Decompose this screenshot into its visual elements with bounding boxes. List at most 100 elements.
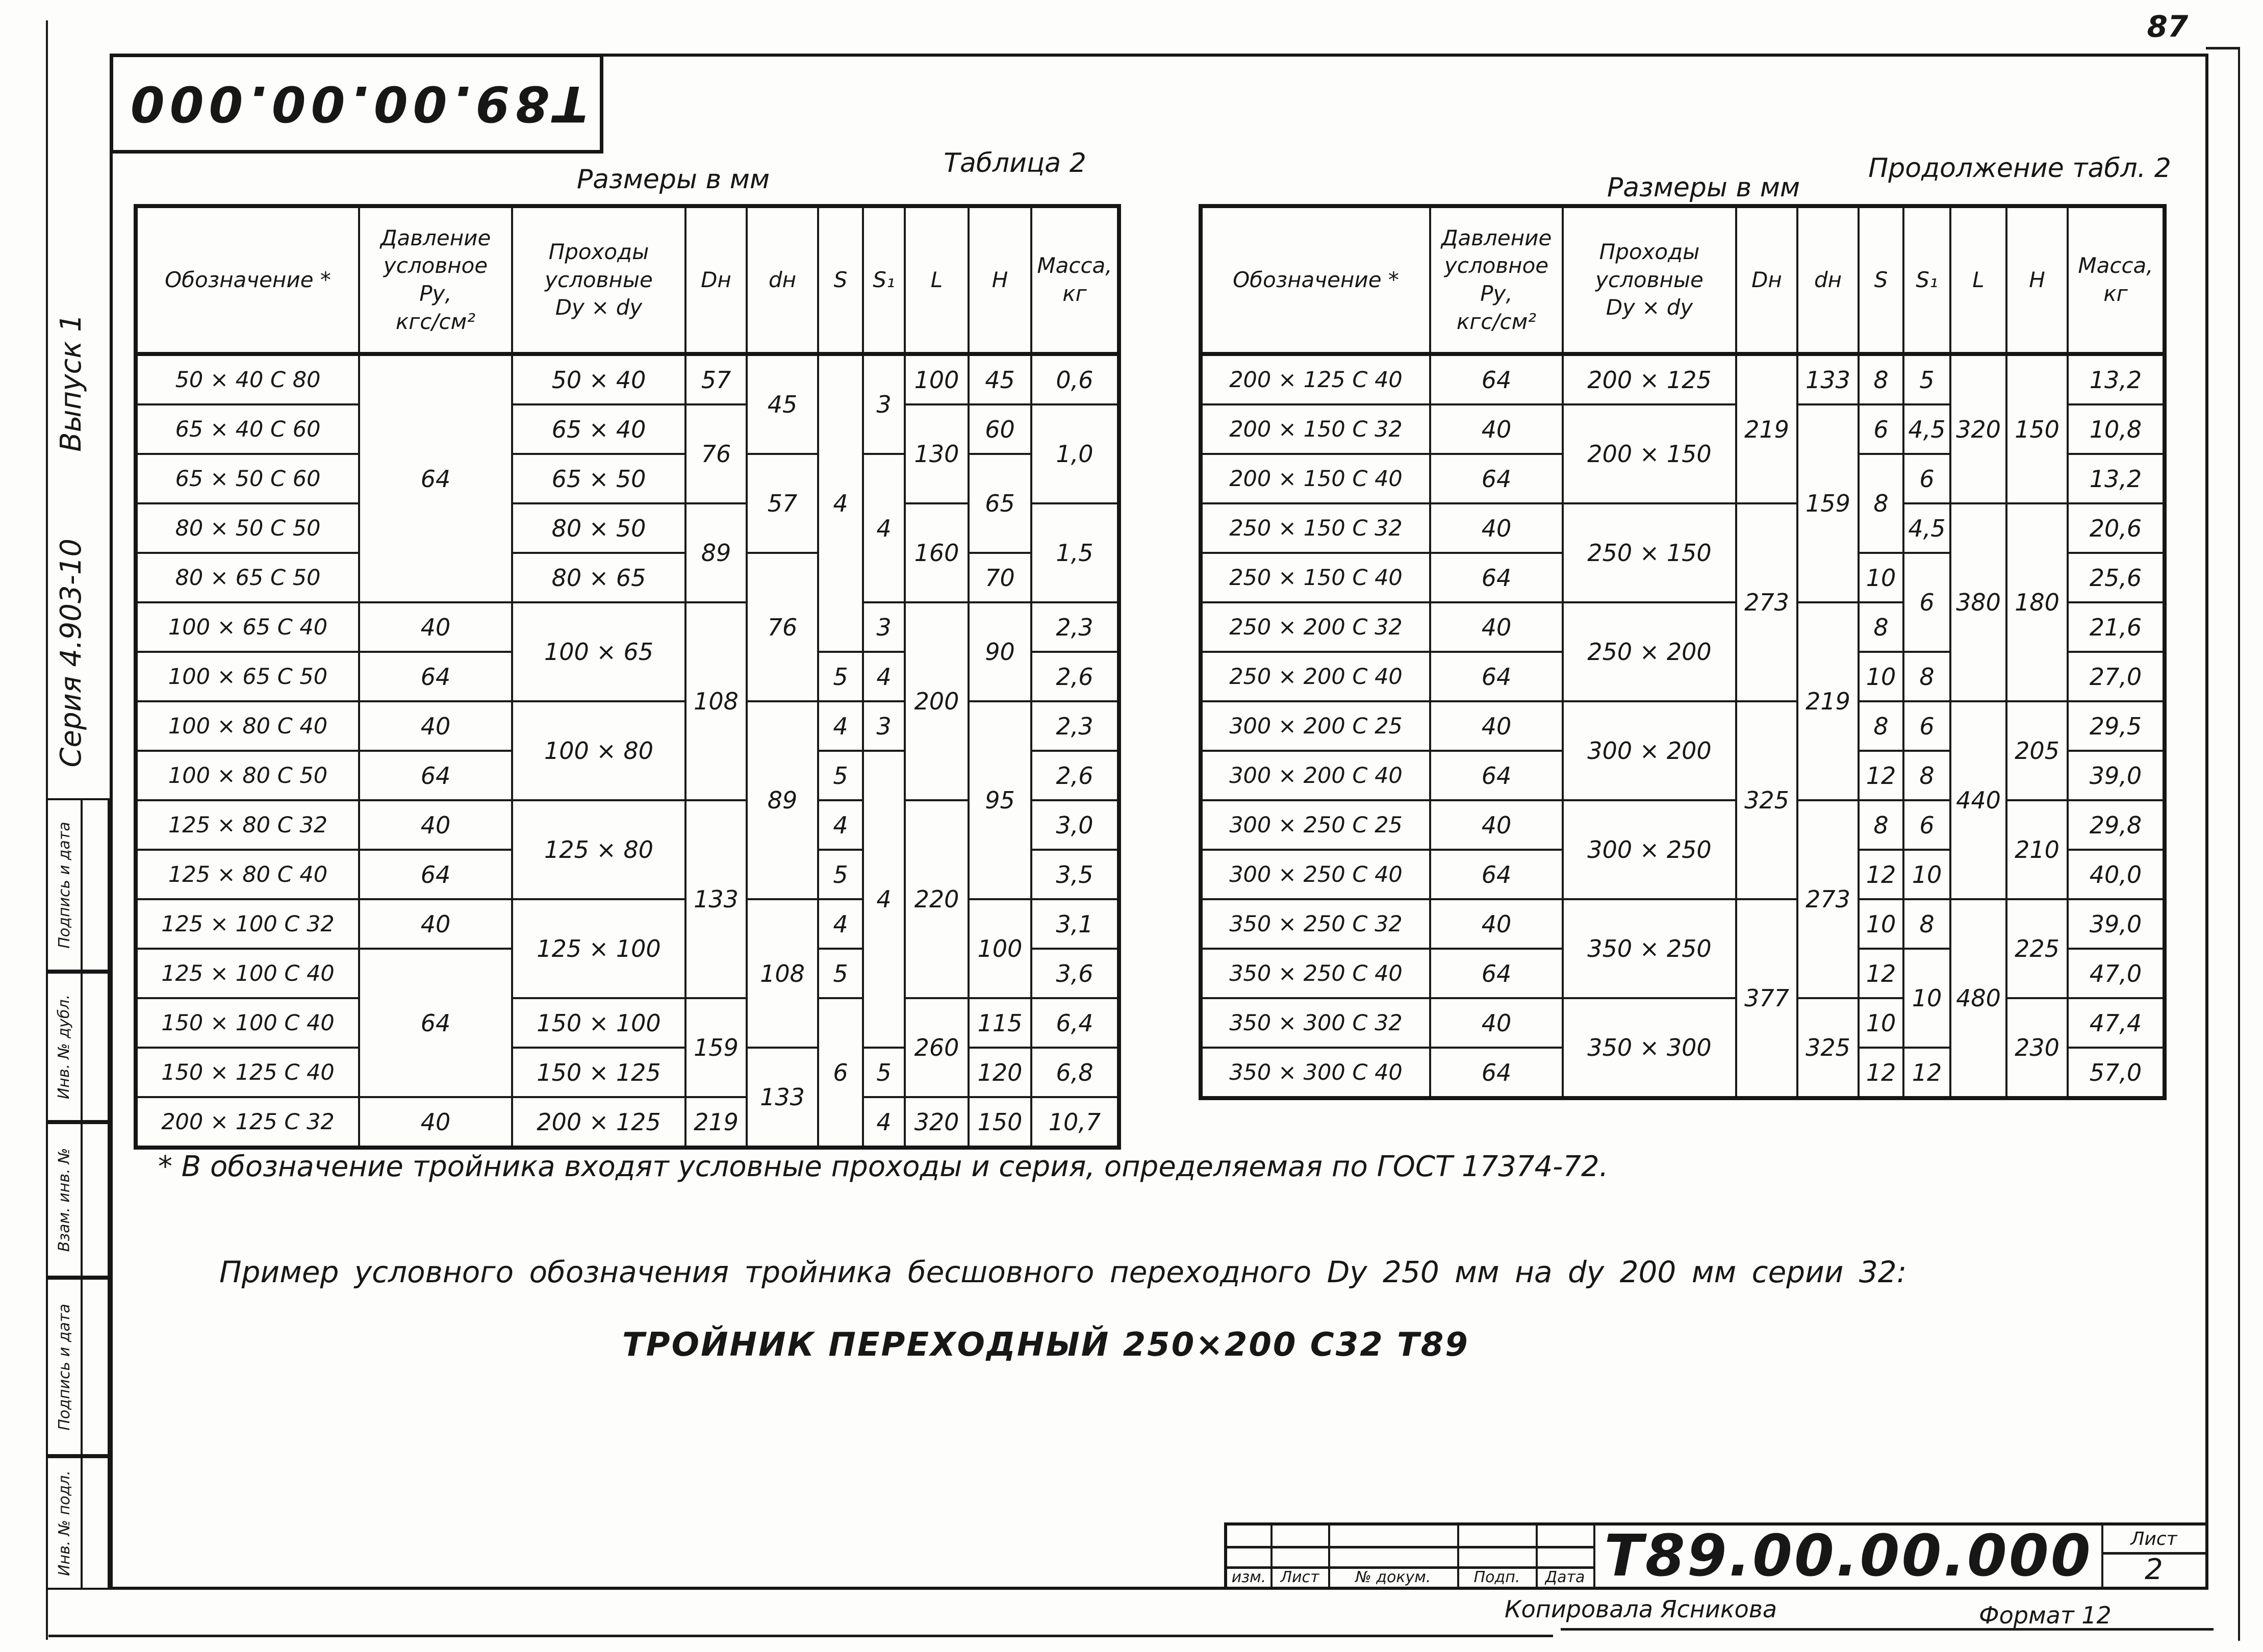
table-cell: 2,6 [1030, 651, 1120, 702]
table-cell: 27,0 [2067, 651, 2166, 702]
table-cell: 125 × 80 С 32 [135, 799, 360, 851]
table-cell: 10 [1858, 651, 1904, 702]
table-cell: 60 [968, 403, 1032, 455]
table-cell: 159 [684, 997, 748, 1098]
table-cell: 8 [1902, 898, 1951, 950]
table-cell: 40 [358, 1096, 513, 1149]
table-row: 100 × 65 С 40 40 100 × 65 108 3 200 90 2,3 [135, 601, 1120, 801]
table-cell: 4,5 [1902, 403, 1951, 455]
table-cell: 300 × 200 С 40 [1200, 750, 1431, 801]
table-cell: 200 [904, 601, 970, 801]
table-cell: 350 × 300 С 32 [1200, 997, 1431, 1049]
table-cell: 133 [746, 1047, 819, 1149]
table-cell: 219 [1735, 353, 1798, 504]
table-row: 125 × 80 С 40 64 5 3,5 [135, 849, 1120, 900]
table-row: 200 × 125 С 40 64 200 × 125 219 133 8 5 320 150 1… [1200, 353, 2166, 504]
table-cell: 250 × 200 [1562, 601, 1737, 702]
table-cell: 40 [1429, 700, 1564, 752]
table-cell: 4 [817, 700, 864, 752]
column-header: Обозначение * [1200, 205, 1431, 356]
table-cell: 320 [904, 1096, 970, 1149]
table-cell: 380 [1949, 502, 2007, 702]
table-cell: 80 × 50 [511, 502, 686, 554]
stamp-label: Инв. № подл. [48, 1458, 83, 1588]
column-header: L [904, 205, 970, 356]
table-cell: 133 [1796, 353, 1860, 405]
sidebar-stamp-box: Подпись и дата [46, 1278, 110, 1456]
table-cell: 180 [2005, 502, 2069, 702]
table-cell: 95 [968, 700, 1032, 900]
revision-label: изм. [1231, 1568, 1266, 1586]
table-cell: 100 × 80 [511, 700, 686, 801]
table-cell: 64 [358, 849, 513, 900]
table-row: 250 × 200 С 32 40 250 × 200 219 8 21,6 [1200, 601, 2166, 801]
table-cell: 200 × 125 С 40 [1200, 353, 1431, 405]
bottom-trim-line [1561, 1628, 2214, 1631]
column-header: S₁ [1902, 205, 1951, 356]
page-number: 87 [2147, 9, 2189, 44]
table-cell: 50 × 40 [511, 353, 686, 405]
column-header: L [1949, 205, 2007, 356]
table-cell: 12 [1902, 1047, 1951, 1099]
table-row: 250 × 150 С 40 64 10 6 25,6 [1200, 552, 2166, 653]
table-row: 65 × 50 С 60 65 × 50 57 4 65 [135, 453, 1119, 603]
column-header: dн [746, 205, 819, 356]
table-cell: 90 [968, 601, 1032, 702]
tb-line [1270, 1526, 1273, 1587]
table-cell: 3 [862, 353, 906, 455]
table-cell: 47,0 [2067, 948, 2166, 999]
table-cell: 13,2 [2067, 353, 2166, 405]
table-cell: 20,6 [2067, 502, 2166, 554]
table-cell: 100 [968, 898, 1032, 999]
table-cell: 230 [2005, 997, 2069, 1099]
table-row: 150 × 125 С 40 150 × 125 133 5 120 6,8 [135, 1047, 1120, 1149]
table-cell: 4 [862, 1096, 906, 1149]
table-cell: 6 [1858, 403, 1904, 455]
table-cell: 250 × 200 С 32 [1200, 601, 1431, 653]
table-cell: 29,8 [2067, 799, 2166, 851]
revision-label: Лист [1280, 1568, 1319, 1586]
table-cell: 150 × 125 С 40 [135, 1047, 360, 1098]
table-cell: 219 [684, 1096, 748, 1149]
table-cell: 3 [862, 700, 906, 752]
table-row: 125 × 100 С 40 64 5 3,6 [135, 948, 1120, 1098]
table-row: 350 × 250 С 40 64 12 10 47,0 [1200, 948, 2166, 1049]
table-cell: 57 [684, 353, 748, 405]
left-table-caption: Таблица 2 [944, 148, 1086, 179]
table-cell: 6,8 [1030, 1047, 1120, 1098]
sheet-number: 2 [2145, 1553, 2163, 1586]
table-row: 50 × 40 С 80 64 50 × 40 57 45 4 3 100 45 0,6 [135, 353, 1120, 653]
table-cell: 260 [904, 997, 970, 1098]
tb-line [1536, 1526, 1538, 1587]
sidebar-stamp-box: Взам. инв. № [46, 1122, 110, 1278]
table-cell: 64 [1429, 948, 1564, 999]
table-cell: 100 × 65 [511, 601, 686, 702]
table-cell: 64 [1429, 353, 1564, 405]
revision-label: Подп. [1473, 1568, 1520, 1586]
table-cell: 273 [1796, 799, 1860, 999]
table-cell: 150 × 125 [511, 1047, 686, 1098]
table-cell: 108 [746, 898, 819, 1049]
table-cell: 320 [1949, 353, 2007, 504]
table-cell: 40 [1429, 898, 1564, 950]
table-cell: 250 × 200 С 40 [1200, 651, 1431, 702]
table-row: 300 × 250 С 25 40 300 × 250 273 8 6 210 29,8 [1200, 799, 2166, 999]
table-row: 200 × 150 С 40 64 8 6 13,2 [1200, 453, 2166, 554]
example-line-2: ТРОЙНИК ПЕРЕХОДНЫЙ 250×200 С32 Т89 [622, 1326, 1469, 1364]
right-table-caption: Продолжение табл. 2 [1868, 153, 2171, 184]
left-size-caption: Размеры в мм [576, 164, 770, 195]
tb-line [2101, 1552, 2205, 1555]
table-row: 300 × 250 С 40 64 12 10 40,0 [1200, 849, 2166, 900]
copied-by: Копировала Ясникова [1505, 1595, 1777, 1623]
table-cell: 100 × 80 С 50 [135, 750, 360, 801]
dimensions-table-right: Обозначение * Давление условное Ру, кгс/с… [1199, 204, 2167, 1100]
table-cell: 8 [1858, 700, 1904, 752]
table-cell: 300 × 200 С 25 [1200, 700, 1431, 752]
table-cell: 300 × 250 С 40 [1200, 849, 1431, 900]
table-cell: 219 [1796, 601, 1860, 801]
table-cell: 3,0 [1030, 799, 1120, 851]
table-cell: 40 [358, 601, 513, 653]
table-cell: 125 × 100 С 32 [135, 898, 360, 950]
table-cell: 40 [1429, 403, 1564, 455]
column-header: Давление условное Ру, кгс/см² [358, 205, 513, 356]
